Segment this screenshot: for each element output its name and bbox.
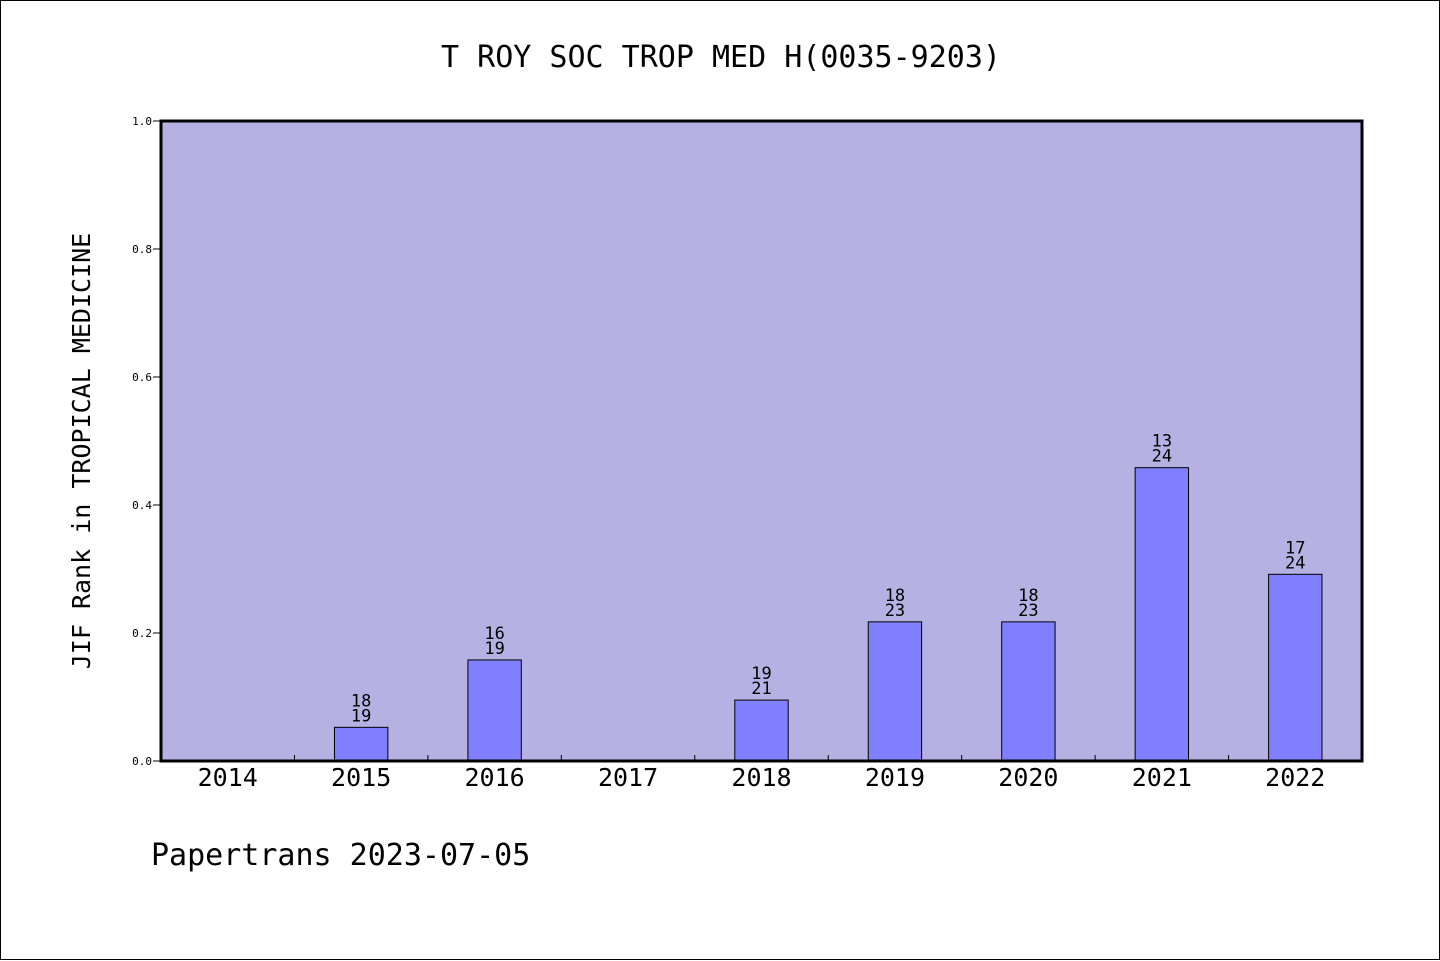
chart-title: T ROY SOC TROP MED H(0035-9203) [441, 40, 1001, 75]
bar-label-total-2022: 24 [1285, 553, 1305, 573]
plot-border [159, 119, 1364, 763]
x-axis: 2014 2015 2016 2017 2018 2019 2020 2021 2022 [198, 755, 1325, 792]
bar-2015 [333, 726, 389, 762]
y-axis: 0.0 0.2 0.4 0.6 0.8 1.0 [132, 115, 161, 768]
y-tick-label-0.0: 0.0 [132, 755, 152, 768]
bar-label-rank-2015: 18 [351, 691, 371, 711]
bar-label-rank-2019: 18 [885, 586, 905, 606]
x-tick-label-2017: 2017 [598, 763, 658, 792]
bar-2020 [1001, 621, 1056, 762]
x-tick-label-2018: 2018 [731, 763, 791, 792]
bar-2018 [734, 699, 789, 762]
x-tick-label-2016: 2016 [465, 763, 525, 792]
y-tick-label-0.4: 0.4 [132, 499, 152, 512]
bar-label-total-2020: 23 [1018, 601, 1038, 621]
x-tick-label-2015: 2015 [331, 763, 391, 792]
x-tick-label-2022: 2022 [1265, 763, 1325, 792]
x-tick-label-2019: 2019 [865, 763, 925, 792]
bar-label-total-2018: 21 [751, 679, 771, 699]
bar-label-rank-2016: 16 [484, 624, 504, 644]
bar-label-total-2016: 19 [484, 639, 504, 659]
x-tick-label-2021: 2021 [1132, 763, 1192, 792]
bar-label-rank-2020: 18 [1018, 586, 1038, 606]
bar-label-rank-2018: 19 [751, 664, 771, 684]
x-tick-label-2020: 2020 [998, 763, 1058, 792]
y-tick-label-1.0: 1.0 [132, 115, 152, 128]
y-tick-label-0.8: 0.8 [132, 243, 152, 256]
y-tick-label-0.6: 0.6 [132, 371, 152, 384]
bar-2021 [1134, 467, 1190, 762]
bar-label-rank-2022: 17 [1285, 538, 1305, 558]
bar-2016 [467, 659, 522, 762]
bar-label-total-2019: 23 [885, 601, 905, 621]
bar-2019 [867, 621, 923, 762]
footer-text: Papertrans 2023-07-05 [151, 838, 530, 873]
bar-label-total-2021: 24 [1152, 447, 1172, 467]
bar-label-total-2015: 19 [351, 706, 371, 726]
bar-2022 [1268, 573, 1323, 762]
y-axis-label: JIF Rank in TROPICAL MEDICINE [67, 233, 96, 670]
x-tick-label-2014: 2014 [198, 763, 258, 792]
bar-label-rank-2021: 13 [1152, 432, 1172, 452]
y-tick-label-0.2: 0.2 [132, 627, 152, 640]
